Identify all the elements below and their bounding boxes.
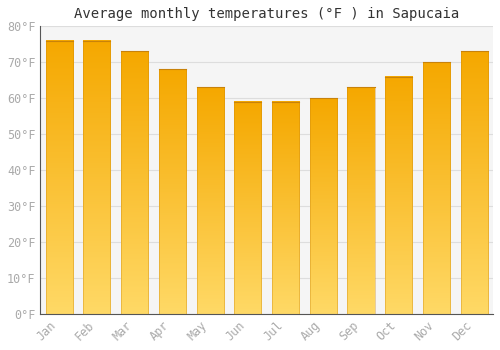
Bar: [46, 41, 73, 314]
Bar: [84, 41, 110, 314]
Bar: [272, 102, 299, 314]
Bar: [196, 88, 224, 314]
Bar: [423, 62, 450, 314]
Bar: [460, 51, 488, 314]
Bar: [159, 69, 186, 314]
Bar: [385, 77, 412, 314]
Title: Average monthly temperatures (°F ) in Sapucaia: Average monthly temperatures (°F ) in Sa…: [74, 7, 460, 21]
Bar: [121, 51, 148, 314]
Bar: [348, 88, 374, 314]
Bar: [310, 98, 337, 314]
Bar: [234, 102, 262, 314]
